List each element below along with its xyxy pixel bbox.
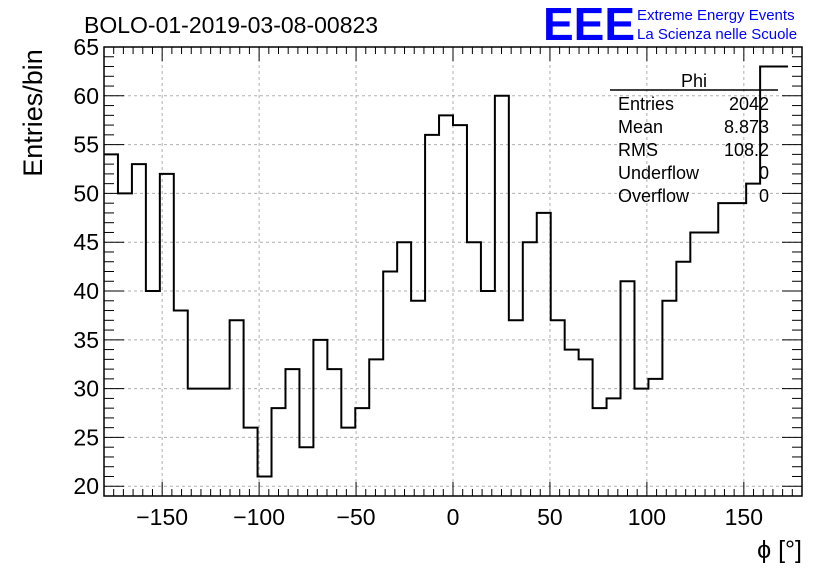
stats-box-rows: Entries 2042 Mean 8.873 RMS 108.2 Underflow 0 Ov… (618, 94, 769, 206)
x-tick-label: 100 (628, 504, 666, 530)
x-tick-label: −150 (136, 504, 188, 530)
stats-row-value: 0 (759, 186, 769, 206)
chart-title: BOLO-01-2019-03-08-00823 (84, 12, 378, 38)
histogram-series (104, 65, 789, 478)
stats-row-label: Mean (618, 117, 663, 137)
y-tick-label: 45 (73, 229, 99, 255)
stats-box: Phi Entries 2042 Mean 8.873 RMS 108.2 Underflo… (610, 71, 778, 206)
stats-row-label: Entries (618, 94, 674, 114)
axis-ticks (104, 46, 802, 496)
stats-row-label: Overflow (618, 186, 690, 206)
y-tick-label: 40 (73, 278, 99, 304)
y-tick-label: 35 (73, 327, 99, 353)
eee-logo: EEE Extreme Energy Events La Scienza nel… (543, 0, 797, 50)
histogram-outline (104, 65, 789, 478)
x-tick-label: 50 (537, 504, 563, 530)
y-tick-label: 20 (73, 473, 99, 499)
y-tick-label: 30 (73, 376, 99, 402)
y-tick-labels: 20 25 30 35 40 45 50 55 60 65 (73, 34, 99, 499)
y-tick-label: 25 (73, 424, 99, 450)
stats-row-value: 108.2 (724, 140, 769, 160)
y-tick-label: 65 (73, 34, 99, 60)
y-tick-label: 50 (73, 180, 99, 206)
stats-row-value: 8.873 (724, 117, 769, 137)
logo-line-2: La Scienza nelle Scuole (637, 26, 797, 43)
x-tick-label: −50 (337, 504, 376, 530)
x-tick-label: −100 (233, 504, 285, 530)
x-tick-labels: −150 −100 −50 0 50 100 150 (136, 504, 763, 530)
stats-row-label: RMS (618, 140, 658, 160)
stats-box-title: Phi (681, 71, 707, 91)
x-tick-label: 150 (725, 504, 763, 530)
x-axis-label: ϕ [°] (757, 536, 802, 564)
y-axis-label: Entries/bin (18, 49, 48, 177)
stats-row-label: Underflow (618, 163, 700, 183)
stats-row-value: 0 (759, 163, 769, 183)
x-tick-label: 0 (447, 504, 460, 530)
stats-row-value: 2042 (729, 94, 769, 114)
eee-logo-mark: EEE (543, 0, 635, 50)
logo-line-1: Extreme Energy Events (637, 7, 795, 24)
y-tick-label: 55 (73, 132, 99, 158)
y-tick-label: 60 (73, 83, 99, 109)
